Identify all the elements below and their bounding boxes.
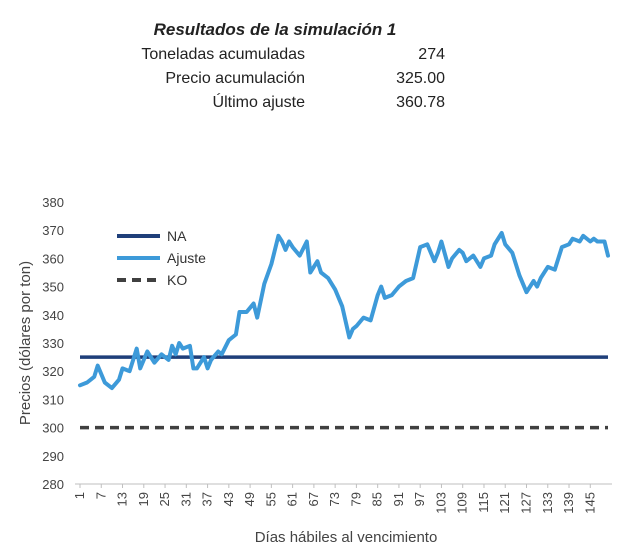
x-tick-label: 61 (285, 492, 300, 506)
x-tick-label: 55 (263, 492, 278, 506)
series-layer (78, 231, 610, 430)
tonnage-label: Toneladas acumuladas (141, 46, 305, 63)
accumulation-price-value: 325.00 (396, 70, 445, 87)
x-tick-label: 31 (178, 492, 193, 506)
y-tick-label: 350 (42, 280, 64, 295)
summary-row-tonnage: Toneladas acumuladas 274 (60, 46, 445, 68)
x-tick-label: 37 (200, 492, 215, 506)
last-adjustment-label: Último ajuste (212, 94, 305, 111)
x-tick-label: 103 (433, 492, 448, 514)
legend-label-ajuste: Ajuste (167, 250, 206, 266)
y-tick-label: 280 (42, 477, 64, 492)
x-tick-label: 127 (518, 492, 533, 514)
y-tick-label: 370 (42, 223, 64, 238)
x-tick-label: 79 (348, 492, 363, 506)
y-tick-label: 340 (42, 308, 64, 323)
x-tick-label: 145 (582, 492, 597, 514)
legend-label-ko: KO (167, 272, 187, 288)
x-tick-label: 43 (221, 492, 236, 506)
y-tick-label: 290 (42, 449, 64, 464)
y-tick-label: 300 (42, 421, 64, 436)
x-tick-label: 115 (476, 492, 491, 513)
y-axis-ticks: 280 290 300 310 320 330 340 350 360 370 380 (42, 195, 64, 492)
last-adjustment-value: 360.78 (396, 94, 445, 111)
y-tick-label: 330 (42, 336, 64, 351)
x-tick-label: 19 (136, 492, 151, 506)
x-tick-label: 121 (497, 492, 512, 514)
x-tick-label: 85 (370, 492, 385, 506)
x-tick-label: 67 (306, 492, 321, 506)
y-axis-title: Precios (dólares por ton) (17, 261, 34, 425)
legend: NA Ajuste KO (117, 228, 206, 288)
x-axis-ticks: 1 7 13 19 25 31 37 43 49 55 61 67 73 79 85 91 97 103 109 11… (72, 484, 597, 514)
x-tick-label: 25 (157, 492, 172, 506)
y-tick-label: 310 (42, 392, 64, 407)
x-tick-label: 49 (242, 492, 257, 506)
summary-title: Resultados de la simulación 1 (153, 20, 397, 39)
x-tick-label: 1 (72, 492, 87, 499)
x-tick-label: 139 (561, 492, 576, 514)
x-tick-label: 73 (327, 492, 342, 506)
accumulation-price-label: Precio acumulación (165, 70, 305, 87)
series-line-ajuste (78, 231, 610, 391)
y-tick-label: 360 (42, 251, 64, 266)
y-tick-label: 380 (42, 195, 64, 210)
summary-row-last-adjustment: Último ajuste 360.78 (60, 94, 445, 116)
x-tick-label: 109 (455, 492, 470, 514)
x-axis-title: Días hábiles al vencimiento (255, 529, 438, 546)
y-tick-label: 320 (42, 364, 64, 379)
legend-label-na: NA (167, 228, 187, 244)
summary-row-accumulation-price: Precio acumulación 325.00 (60, 70, 445, 92)
x-tick-label: 13 (115, 492, 130, 506)
x-tick-label: 7 (93, 492, 108, 499)
x-tick-label: 91 (391, 492, 406, 506)
x-tick-label: 97 (412, 492, 427, 506)
tonnage-value: 274 (418, 46, 445, 63)
x-tick-label: 133 (540, 492, 555, 514)
